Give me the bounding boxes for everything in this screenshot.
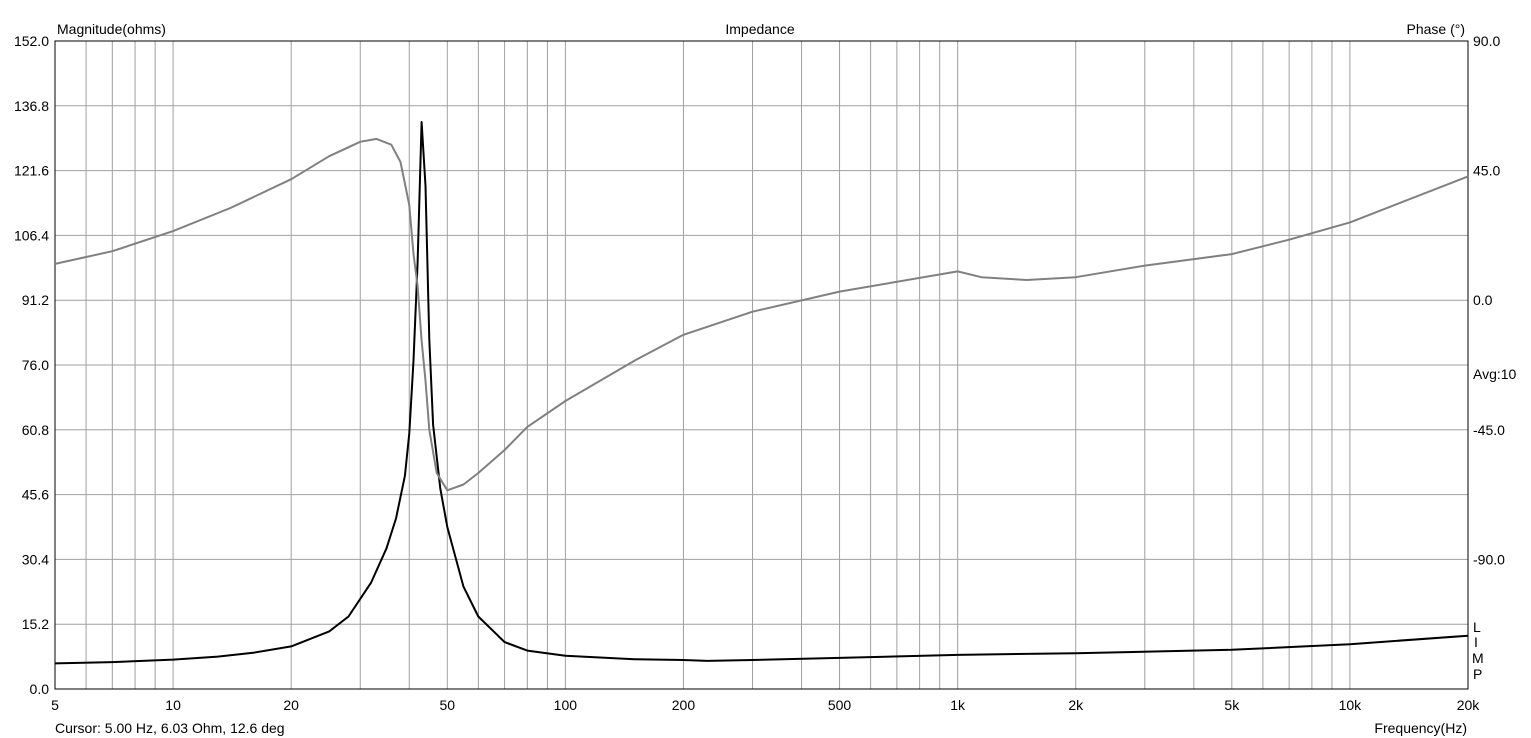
x-tick-label: 20 [283,697,299,713]
x-tick-label: 2k [1068,697,1084,713]
x-tick-label: 5k [1224,697,1240,713]
y-tick-label: 15.2 [22,616,49,632]
y-tick-label: 152.0 [14,33,49,49]
y2-tick-label: 45.0 [1473,163,1500,179]
chart-title: Impedance [725,21,794,37]
x-tick-label: 200 [672,697,696,713]
y2-tick-label: -90.0 [1473,551,1505,567]
plot-frame [54,40,1469,690]
limp-letter-l: L [1473,619,1481,635]
limp-letter-m: M [1472,650,1484,666]
y-tick-label: 76.0 [22,357,49,373]
x-tick-label: 5 [51,697,59,713]
horizontal-grid [55,105,1468,625]
x-axis-label: Frequency(Hz) [1374,720,1467,736]
avg-label: Avg:10 [1473,366,1517,382]
x-tick-label: 1k [950,697,966,713]
y-tick-label: 45.6 [22,487,49,503]
magnitude-curve [54,121,1469,665]
x-tick-label: 100 [554,697,578,713]
y-tick-label: 136.8 [14,98,49,114]
series-layer [54,121,1469,665]
limp-letter-p: P [1473,666,1482,682]
y-axis-label: Magnitude(ohms) [57,21,166,37]
y-axis-ticks: 0.0 15.2 30.4 45.6 60.8 76.0 91.2 106.4 121.6 136… [14,33,49,697]
x-axis-ticks: 5 10 20 50 100 200 500 1k 2k 5k 10k 20k [51,697,1480,713]
y2-tick-label: -45.0 [1473,422,1505,438]
x-tick-label: 50 [439,697,455,713]
x-tick-label: 500 [828,697,852,713]
y-tick-label: 0.0 [30,681,50,697]
x-tick-label: 20k [1457,697,1481,713]
x-tick-label: 10 [165,697,181,713]
y2-tick-label: 90.0 [1473,33,1500,49]
y-tick-label: 30.4 [22,551,49,567]
y-tick-label: 91.2 [22,292,49,308]
y2-axis-label: Phase (°) [1406,21,1465,37]
cursor-readout: Cursor: 5.00 Hz, 6.03 Ohm, 12.6 deg [55,720,285,736]
x-tick-label: 10k [1339,697,1363,713]
y-tick-label: 60.8 [22,422,49,438]
limp-letter-i: I [1474,634,1478,650]
y-tick-label: 121.6 [14,163,49,179]
y-tick-label: 106.4 [14,227,49,243]
y2-tick-label: 0.0 [1473,292,1493,308]
phase-curve [54,137,1469,492]
y2-axis-ticks: 90.0 45.0 0.0 -45.0 -90.0 [1473,33,1505,567]
